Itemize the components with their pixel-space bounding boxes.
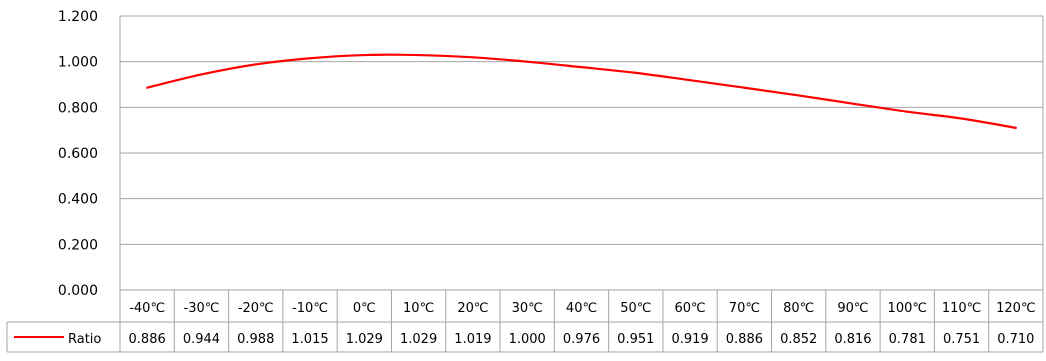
x-category-label: -10℃ bbox=[292, 301, 328, 316]
x-category-label: 60℃ bbox=[675, 301, 706, 316]
data-point bbox=[743, 86, 746, 89]
data-value-label: 1.019 bbox=[454, 332, 491, 347]
data-point bbox=[580, 66, 583, 69]
x-category-label: 90℃ bbox=[837, 301, 868, 316]
y-tick-label: 0.800 bbox=[58, 100, 98, 116]
data-point bbox=[688, 79, 692, 82]
data-point bbox=[851, 102, 855, 105]
data-value-label: 0.988 bbox=[237, 332, 274, 347]
x-category-label: -30℃ bbox=[184, 301, 220, 316]
data-point bbox=[797, 94, 800, 97]
data-table: -40℃ -30℃ -20℃ -10℃ 0℃ 10℃ 20℃ 30℃ 40℃ 50℃ 60℃ 70℃ 8… bbox=[6, 290, 1043, 353]
data-point bbox=[417, 53, 420, 57]
data-value-label: 0.816 bbox=[834, 332, 871, 347]
x-category-label: 10℃ bbox=[403, 301, 434, 316]
data-value-label: 0.976 bbox=[563, 332, 600, 347]
x-category-label: 110℃ bbox=[942, 301, 981, 316]
data-value-label: 0.944 bbox=[183, 332, 220, 347]
data-value-label: 0.886 bbox=[726, 332, 763, 347]
x-category-label: 70℃ bbox=[729, 301, 760, 316]
y-axis-ticks: 0.000 0.200 0.400 0.600 0.800 1.000 1.200 bbox=[58, 9, 98, 299]
data-value-label: 0.852 bbox=[780, 332, 817, 347]
data-value-label: 0.919 bbox=[671, 332, 708, 347]
data-point bbox=[471, 56, 475, 59]
y-tick-label: 0.600 bbox=[58, 146, 98, 162]
series-line-ratio bbox=[146, 53, 1017, 129]
data-point bbox=[1014, 126, 1017, 129]
data-point bbox=[526, 60, 529, 63]
x-category-label: 50℃ bbox=[620, 301, 651, 316]
data-point bbox=[146, 86, 149, 89]
data-point bbox=[906, 110, 909, 113]
x-category-label: 100℃ bbox=[888, 301, 927, 316]
data-value-label: 1.000 bbox=[509, 332, 546, 347]
data-value-label: 0.710 bbox=[997, 332, 1034, 347]
data-value-label: 1.029 bbox=[400, 332, 437, 347]
data-point bbox=[254, 63, 257, 66]
y-tick-label: 0.200 bbox=[58, 237, 98, 253]
plot-series bbox=[146, 53, 1017, 129]
data-point bbox=[308, 57, 312, 60]
x-category-label: -20℃ bbox=[238, 301, 274, 316]
y-tick-label: 0.000 bbox=[58, 283, 98, 299]
data-value-label: 1.015 bbox=[291, 332, 328, 347]
x-category-label: 120℃ bbox=[996, 301, 1035, 316]
x-category-label: 20℃ bbox=[457, 301, 488, 316]
data-value-label: 0.781 bbox=[889, 332, 926, 347]
y-tick-label: 0.400 bbox=[58, 192, 98, 208]
data-value-label: 0.886 bbox=[129, 332, 166, 347]
x-category-label: 40℃ bbox=[566, 301, 597, 316]
x-category-label: -40℃ bbox=[129, 301, 165, 316]
x-category-label: 80℃ bbox=[783, 301, 814, 316]
data-value-label: 0.951 bbox=[617, 332, 654, 347]
data-point bbox=[634, 71, 637, 74]
data-point bbox=[200, 73, 203, 76]
legend-label: Ratio bbox=[68, 332, 101, 347]
x-category-label: 30℃ bbox=[512, 301, 543, 316]
y-tick-label: 1.000 bbox=[58, 55, 98, 71]
data-value-label: 0.751 bbox=[943, 332, 980, 347]
data-point bbox=[363, 53, 366, 57]
y-tick-label: 1.200 bbox=[58, 9, 98, 25]
data-point bbox=[960, 117, 963, 120]
data-value-label: 1.029 bbox=[346, 332, 383, 347]
x-category-label: 0℃ bbox=[353, 301, 376, 316]
